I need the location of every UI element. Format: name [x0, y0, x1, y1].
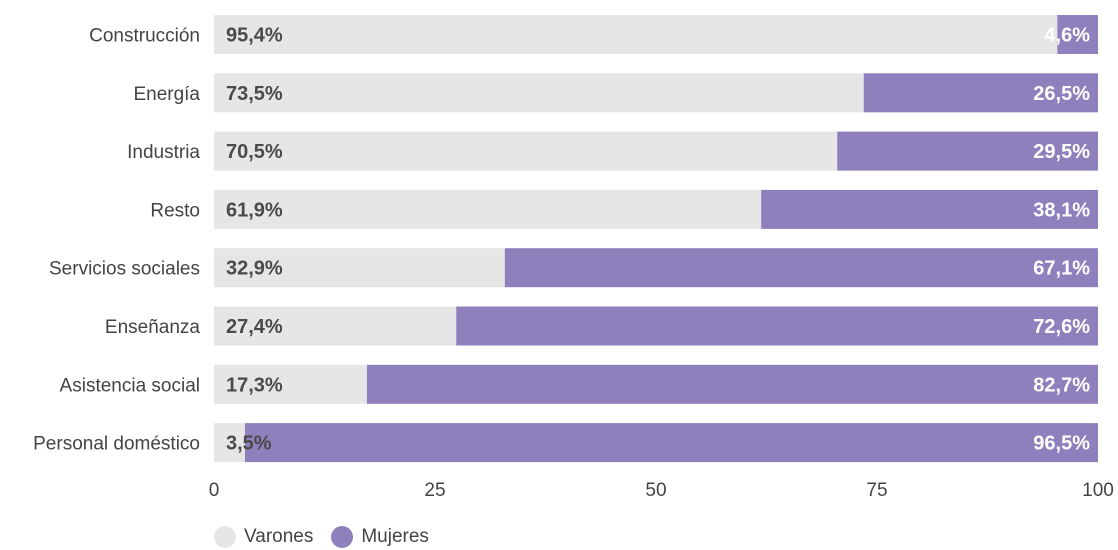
value-label-varones-construccion: 95,4%: [226, 25, 283, 47]
legend-item-varones[interactable]: Varones: [214, 526, 313, 548]
legend-label-mujeres: Mujeres: [361, 526, 429, 547]
category-label-industria: Industria: [127, 142, 200, 163]
bar-mujeres-asistencia-social: [366, 364, 1098, 404]
value-label-mujeres-construccion: 4,6%: [1044, 25, 1090, 47]
bar-varones-construccion: [214, 15, 1058, 54]
bar-varones-energia: [214, 73, 864, 113]
legend-swatch-varones: [214, 526, 236, 548]
bar-varones-asistencia-social: [214, 364, 367, 404]
category-label-energia: Energía: [133, 84, 200, 105]
bar-mujeres-energia: [863, 73, 1098, 113]
category-label-servicios-sociales: Servicios sociales: [49, 259, 200, 280]
bar-varones-resto: [214, 189, 762, 229]
bar-mujeres-industria: [837, 131, 1098, 171]
bar-varones-servicios-sociales: [214, 248, 505, 288]
category-label-construccion: Construcción: [89, 26, 200, 47]
x-tick-label-0: 0: [209, 480, 220, 501]
category-label-personal-domestico: Personal doméstico: [33, 434, 200, 455]
value-label-varones-asistencia-social: 17,3%: [226, 374, 283, 396]
bar-varones-industria: [214, 131, 838, 171]
value-label-mujeres-energia: 26,5%: [1033, 83, 1090, 105]
value-label-varones-resto: 61,9%: [226, 199, 283, 221]
x-tick-label-50: 50: [645, 480, 666, 501]
stacked-bar-chart: Construcción 95,4% 4,6% Energía 73,5% 26,5% In…: [33, 15, 1114, 501]
value-label-mujeres-resto: 38,1%: [1033, 199, 1090, 221]
x-tick-label-25: 25: [424, 480, 445, 501]
bar-mujeres-ensenanza: [456, 306, 1098, 346]
value-label-mujeres-industria: 29,5%: [1033, 141, 1090, 163]
bar-mujeres-construccion: [1057, 15, 1098, 54]
value-label-varones-ensenanza: 27,4%: [226, 316, 283, 338]
value-label-varones-personal-domestico: 3,5%: [226, 433, 272, 455]
value-label-varones-energia: 73,5%: [226, 83, 283, 105]
legend-swatch-mujeres: [331, 526, 354, 548]
chart-legend: Varones Mujeres: [214, 526, 429, 548]
x-tick-label-100: 100: [1082, 480, 1114, 501]
bar-mujeres-servicios-sociales: [504, 248, 1098, 288]
value-label-varones-servicios-sociales: 32,9%: [226, 258, 283, 280]
category-label-ensenanza: Enseñanza: [105, 317, 201, 338]
category-label-resto: Resto: [150, 200, 200, 221]
value-label-mujeres-ensenanza: 72,6%: [1033, 316, 1090, 338]
value-label-mujeres-asistencia-social: 82,7%: [1033, 374, 1090, 396]
category-label-asistencia-social: Asistencia social: [60, 375, 200, 396]
legend-label-varones: Varones: [244, 526, 314, 547]
legend-item-mujeres[interactable]: Mujeres: [331, 526, 429, 548]
bar-mujeres-resto: [761, 189, 1098, 229]
bar-varones-ensenanza: [214, 306, 457, 346]
bar-mujeres-personal-domestico: [244, 423, 1098, 463]
x-tick-label-75: 75: [866, 480, 887, 501]
value-label-varones-industria: 70,5%: [226, 141, 283, 163]
bar-varones-personal-domestico: [214, 423, 245, 463]
value-label-mujeres-personal-domestico: 96,5%: [1033, 433, 1090, 455]
value-label-mujeres-servicios-sociales: 67,1%: [1033, 258, 1090, 280]
